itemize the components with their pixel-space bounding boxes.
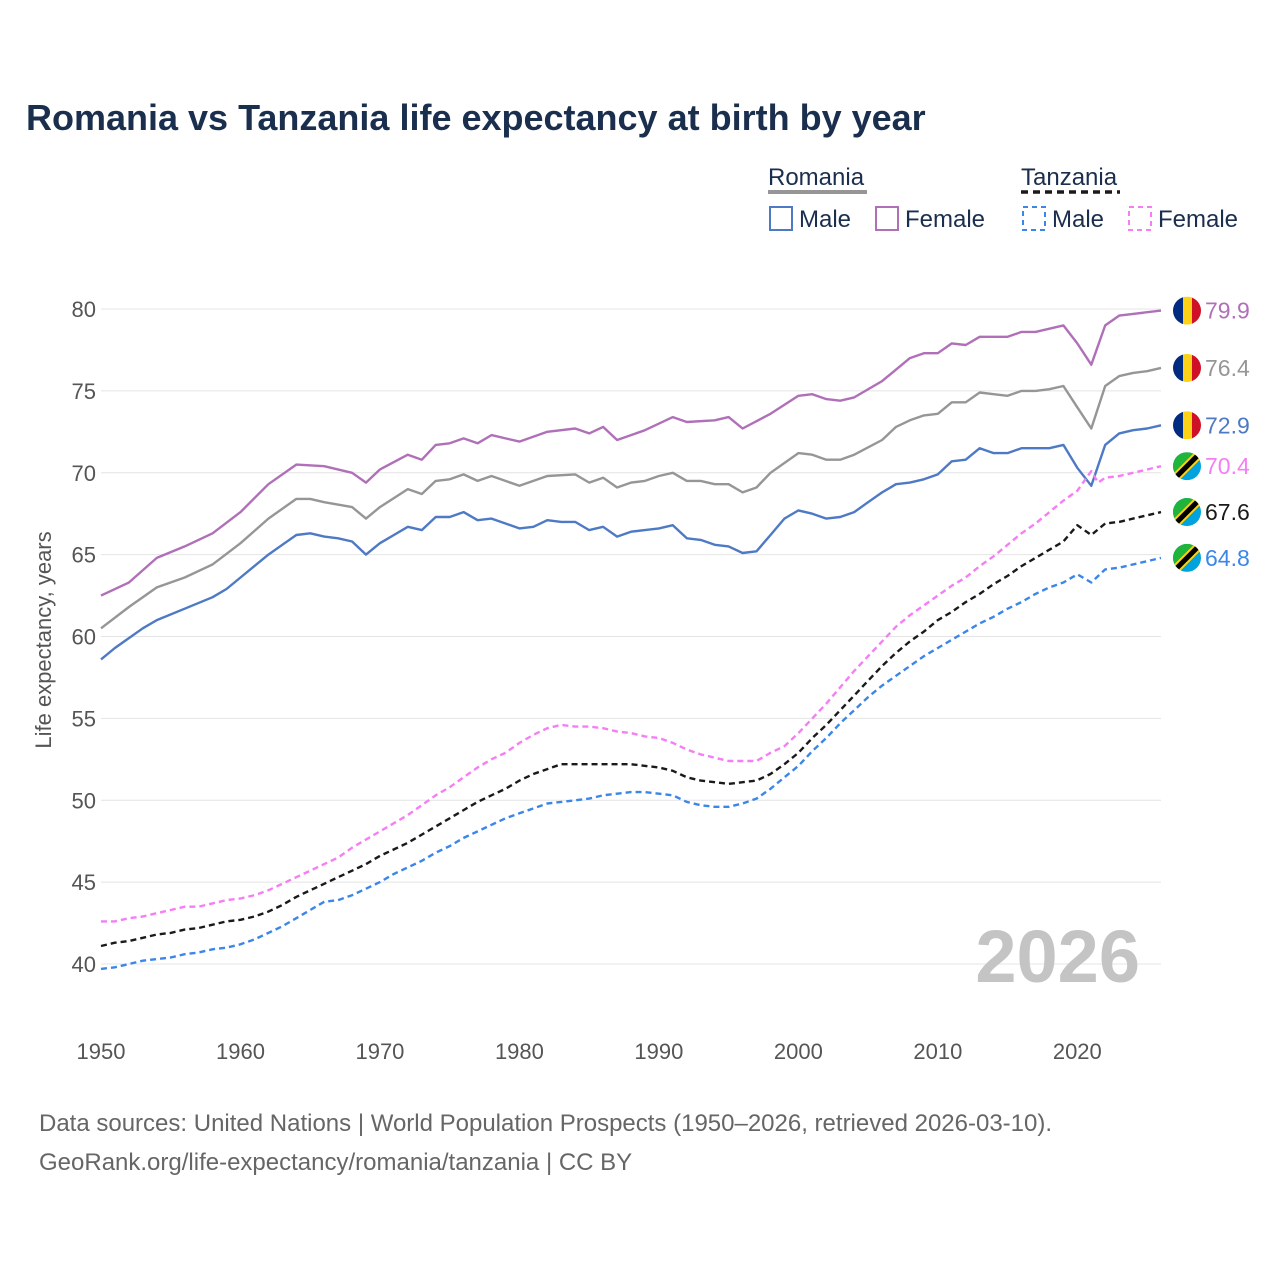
end-value-label: 79.9: [1205, 298, 1250, 324]
series-line-romania-female: [100, 309, 1162, 597]
end-labels: 79.9 76.4 72.9 70.4 67.6 64.8: [1173, 296, 1250, 572]
x-tick-label: 2010: [913, 1039, 962, 1064]
legend-tanzania-male-swatch: [1022, 206, 1046, 231]
series-line-tanzania-female: [101, 465, 1162, 923]
footer-credit: GeoRank.org/life-expectancy/romania/tanz…: [39, 1149, 632, 1176]
y-tick-label: 50: [72, 788, 96, 813]
x-axis: 1950 1960 1970 1980 1990 2000 2010 2020: [77, 1039, 1102, 1064]
x-tick-label: 1960: [216, 1039, 265, 1064]
tanzania-flag-icon: [1173, 452, 1201, 481]
x-tick-label: 1970: [355, 1039, 404, 1064]
legend: Romania Male Female Tanzania Male Female: [768, 164, 1238, 233]
end-value-label: 76.4: [1205, 355, 1250, 381]
y-tick-label: 55: [72, 706, 96, 731]
legend-tanzania-female-swatch: [1128, 206, 1152, 231]
x-tick-label: 1950: [77, 1039, 126, 1064]
y-axis: 40 45 50 55 60 65 70 75 80: [72, 297, 96, 977]
end-marker-romania-female: 79.9: [1173, 296, 1250, 325]
end-marker-tanzania-male: 64.8: [1173, 543, 1250, 572]
end-marker-tanzania-total: 67.6: [1173, 498, 1250, 527]
romania-flag-icon: [1173, 296, 1201, 325]
y-tick-label: 80: [72, 297, 96, 322]
legend-group-tanzania: Tanzania: [1021, 164, 1118, 191]
y-tick-label: 75: [72, 379, 96, 404]
legend-tanzania-female-label: Female: [1158, 206, 1238, 233]
y-axis-label: Life expectancy, years: [31, 531, 56, 748]
end-marker-tanzania-female: 70.4: [1173, 452, 1250, 481]
romania-flag-icon: [1173, 411, 1201, 440]
y-tick-label: 70: [72, 461, 96, 486]
end-value-label: 70.4: [1205, 453, 1250, 479]
y-tick-label: 45: [72, 870, 96, 895]
grid: [101, 308, 1161, 965]
y-tick-label: 40: [72, 952, 96, 977]
y-tick-label: 65: [72, 543, 96, 568]
x-tick-label: 1990: [634, 1039, 683, 1064]
end-marker-romania-male: 72.9: [1173, 411, 1250, 440]
end-value-label: 64.8: [1205, 545, 1250, 571]
series-line-romania-male: [100, 424, 1162, 661]
y-tick-label: 60: [72, 625, 96, 650]
series-line-tanzania-male: [100, 556, 1162, 971]
end-value-label: 67.6: [1205, 499, 1250, 525]
series-lines: [100, 309, 1162, 971]
tanzania-flag-icon: [1173, 498, 1201, 527]
tanzania-flag-icon: [1173, 543, 1201, 572]
romania-flag-icon: [1173, 353, 1201, 382]
chart-title: Romania vs Tanzania life expectancy at b…: [26, 97, 926, 138]
x-tick-label: 2000: [774, 1039, 823, 1064]
x-tick-label: 1980: [495, 1039, 544, 1064]
x-tick-label: 2020: [1053, 1039, 1102, 1064]
legend-romania-female-swatch: [875, 206, 899, 231]
end-value-label: 72.9: [1205, 412, 1250, 438]
legend-tanzania-male-label: Male: [1052, 206, 1104, 233]
series-line-romania-total: [100, 366, 1162, 630]
end-marker-romania-total: 76.4: [1173, 353, 1250, 382]
footer-source: Data sources: United Nations | World Pop…: [39, 1110, 1052, 1137]
legend-romania-male-label: Male: [799, 206, 851, 233]
legend-group-romania: Romania: [768, 164, 865, 191]
legend-romania-male-swatch: [769, 206, 793, 231]
legend-romania-female-label: Female: [905, 206, 985, 233]
year-watermark: 2026: [975, 915, 1140, 998]
series-line-tanzania-total: [100, 510, 1162, 948]
